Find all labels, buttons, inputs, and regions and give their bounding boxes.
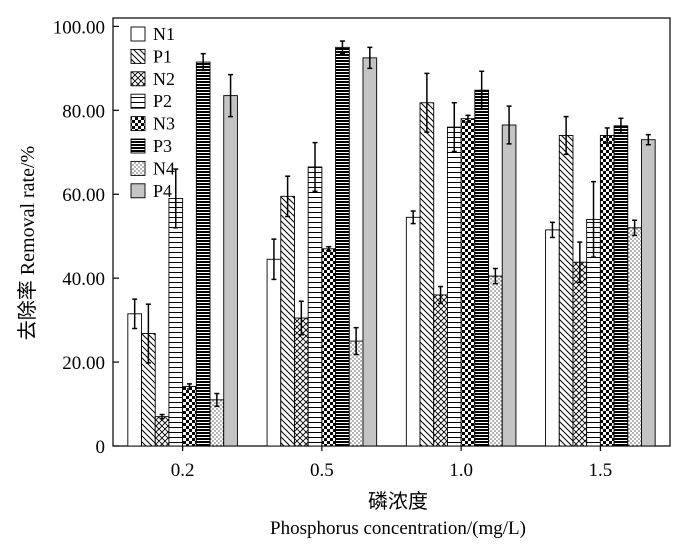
bar-p1-1.0: [419, 102, 435, 447]
legend-swatch-p4: [130, 183, 146, 199]
bar-n4-1.5: [627, 227, 642, 447]
legend-swatch-n1: [130, 26, 146, 42]
bar-n1-1.0: [405, 216, 421, 447]
bar-p3-0.2: [195, 61, 211, 447]
bar-p3-1.5: [613, 125, 629, 447]
bar-n2-1.0: [433, 294, 448, 447]
legend-label-p2: P2: [153, 91, 172, 111]
legend-label-n1: N1: [153, 24, 175, 44]
legend-swatch-p1: [130, 48, 146, 64]
x-tick-label: 0.2: [171, 460, 195, 481]
plot-frame: [112, 17, 671, 447]
bar-p1-0.5: [280, 195, 295, 447]
bar-p4-1.5: [641, 139, 656, 447]
bar-p3-0.5: [335, 46, 350, 447]
bar-p4-1.0: [501, 124, 517, 447]
bar-p3-1.0: [474, 89, 489, 447]
x-axis-label-english: Phosphorus concentration/(mg/L): [270, 518, 526, 539]
legend-swatch-n3: [130, 116, 146, 132]
bar-n1-0.5: [266, 258, 282, 447]
legend-label-n4: N4: [153, 158, 175, 178]
bar-p4-0.2: [223, 95, 238, 447]
legend-label-n2: N2: [153, 69, 175, 89]
legend-label-p3: P3: [153, 136, 172, 156]
y-tick-label: 60.00: [62, 185, 105, 206]
bar-n4-1.0: [488, 275, 503, 447]
axes-group: 0 20.00 40.00 60.00 80.00 100.00 0.2 0.5 1.0 1.5: [53, 17, 613, 481]
legend-label-p1: P1: [153, 46, 172, 66]
y-tick-label: 0: [96, 437, 106, 458]
bar-p2-0.5: [307, 166, 323, 447]
y-tick-label: 80.00: [62, 101, 105, 122]
bars-group: [127, 46, 656, 447]
legend-label-n3: N3: [153, 114, 175, 134]
y-tick-label: 100.00: [53, 17, 105, 38]
bar-n3-0.2: [182, 385, 197, 447]
x-axis-label-chinese: 磷浓度: [368, 490, 428, 513]
legend-swatch-n2: [130, 71, 146, 87]
bar-n2-1.5: [572, 261, 588, 447]
x-tick-label: 1.5: [589, 460, 613, 481]
bar-n3-0.5: [321, 248, 337, 447]
bar-n1-1.5: [545, 229, 560, 447]
bar-p2-0.2: [168, 197, 184, 447]
bar-n4-0.5: [348, 340, 364, 447]
bar-n3-1.5: [599, 135, 615, 447]
legend-swatch-p2: [130, 93, 146, 109]
plot-area: [112, 17, 671, 447]
bar-n3-1.0: [460, 118, 476, 447]
legend-swatch-p3: [130, 138, 146, 154]
y-tick-label: 40.00: [62, 269, 105, 290]
error-bars-group: [132, 40, 651, 420]
y-axis-label: 去除率 Removal rate/%: [16, 146, 39, 340]
bar-n1-0.2: [127, 313, 142, 447]
x-tick-label: 0.5: [310, 460, 334, 481]
bar-p4-0.5: [362, 57, 378, 447]
bar-p1-1.5: [558, 135, 574, 447]
bar-n2-0.2: [154, 416, 170, 447]
x-tick-label: 1.0: [449, 460, 473, 481]
legend-label-p4: P4: [153, 181, 172, 201]
legend-swatch-n4: [130, 160, 146, 176]
bar-n2-0.5: [294, 317, 309, 447]
bar-p2-1.0: [446, 126, 462, 447]
y-tick-label: 20.00: [62, 353, 105, 374]
